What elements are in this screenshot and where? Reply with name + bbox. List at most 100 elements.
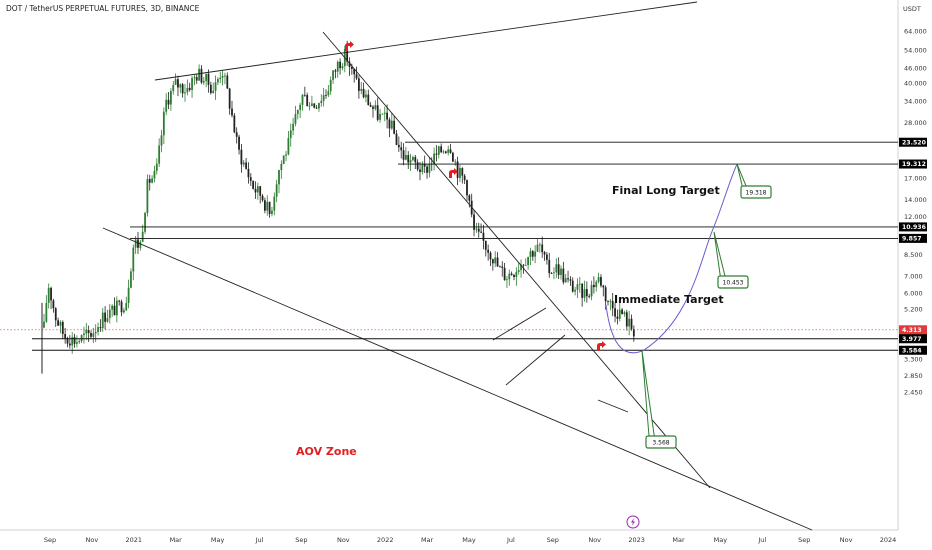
candle-body [400, 147, 403, 151]
candle-body [247, 168, 250, 178]
candle-body [83, 333, 85, 336]
price-tag: 19.312 [899, 159, 927, 169]
candle-body [428, 163, 431, 173]
candle-body [177, 79, 179, 88]
price-tag-value: 9.857 [902, 236, 922, 243]
candle-body [538, 244, 541, 246]
projection-curve[interactable] [605, 163, 738, 354]
candle-body [289, 130, 292, 139]
candle-body [256, 186, 259, 193]
candle-body [578, 283, 581, 285]
candle-body [158, 145, 161, 164]
candle-body [409, 160, 412, 163]
candle-body [296, 109, 299, 115]
y-tick-label: 2.450 [904, 389, 923, 397]
candle-body [99, 327, 102, 329]
candle-body [499, 266, 501, 268]
candle-body [278, 170, 280, 185]
candle-body [477, 228, 480, 232]
candle-body [473, 214, 475, 230]
candle-body [125, 303, 128, 311]
candle-body [322, 95, 325, 101]
callout-value: 19.318 [746, 189, 767, 196]
candle-body [536, 244, 539, 252]
candle-body [71, 337, 74, 346]
y-tick-label: 46.000 [904, 64, 927, 72]
channel-lower-line[interactable] [505, 334, 566, 386]
channel-upper-line[interactable] [492, 307, 547, 341]
x-axis[interactable]: Sep Nov 2021 Mar May Jul Sep Nov 2022 Mar May Jul Se… [44, 536, 896, 544]
candle-body [299, 104, 302, 110]
candle-body [576, 284, 579, 290]
candle-body [609, 300, 612, 302]
candle-body [226, 75, 229, 89]
candle-body [115, 300, 118, 316]
candle-body [632, 329, 635, 337]
candle-body [334, 70, 337, 72]
price-tag: 23.520 [899, 137, 927, 147]
candle-body [562, 268, 565, 283]
lightning-icon[interactable] [626, 515, 640, 529]
candle-body [332, 70, 334, 80]
descending-support-line[interactable] [102, 227, 813, 531]
price-tag: 10.936 [899, 222, 927, 232]
y-tick-label: 34.000 [904, 98, 927, 106]
x-tick-label: Sep [547, 536, 559, 544]
candle-body [369, 105, 372, 107]
candle-body [529, 251, 532, 258]
callout-value: 10.453 [723, 279, 744, 286]
candle-body [320, 100, 323, 104]
y-tick-label: 8.500 [904, 251, 923, 259]
x-tick-label: Mar [421, 536, 434, 544]
candle-body [484, 240, 487, 250]
candle-body [482, 232, 485, 241]
x-tick-label: 2022 [377, 536, 394, 544]
candle-body [217, 79, 219, 83]
candle-body [454, 161, 457, 163]
candle-body [287, 138, 290, 155]
candle-body [202, 80, 205, 83]
wedge-line[interactable] [597, 399, 629, 413]
y-tick-label: 3.300 [904, 356, 923, 364]
candle-body [336, 61, 339, 72]
candle-body [435, 153, 438, 155]
candle-body [268, 201, 271, 215]
candle-body [618, 309, 621, 319]
candle-body [50, 287, 52, 301]
candle-body [325, 95, 327, 96]
candle-body [54, 308, 57, 321]
candle-body [170, 91, 172, 105]
candle-body [597, 277, 600, 282]
candle-body [527, 257, 529, 265]
candle-body [480, 231, 482, 233]
candle-body [245, 162, 247, 169]
candle-body [315, 107, 318, 109]
candle-body [78, 340, 81, 343]
candle-body [614, 308, 616, 317]
candle-body [379, 113, 381, 120]
candle-body [137, 239, 139, 248]
price-callout[interactable]: 10.453 [713, 231, 749, 289]
x-tick-label: Jul [255, 536, 264, 544]
candle-body [419, 169, 421, 173]
descending-resistance-line[interactable] [322, 31, 711, 489]
candle-body [513, 275, 515, 277]
price-callout[interactable]: 19.318 [736, 163, 772, 199]
x-tick-label: Nov [86, 536, 99, 544]
candle-body [280, 163, 283, 171]
candle-body [491, 259, 494, 264]
candle-body [47, 287, 50, 303]
candle-body [574, 289, 576, 292]
y-axis[interactable]: 64.000 54.000 46.000 40.000 34.000 28.000 17.0… [904, 28, 927, 397]
resistance-upper-line[interactable] [154, 1, 698, 81]
candle-body [118, 300, 121, 302]
candle-body [80, 335, 83, 341]
price-callout[interactable]: 3.568 [641, 350, 677, 449]
candle-body [144, 212, 146, 232]
candle-body [266, 201, 269, 211]
candle-body [487, 249, 490, 253]
x-tick-label: Jul [757, 536, 766, 544]
candle-body [390, 120, 393, 129]
candle-body [139, 241, 142, 248]
